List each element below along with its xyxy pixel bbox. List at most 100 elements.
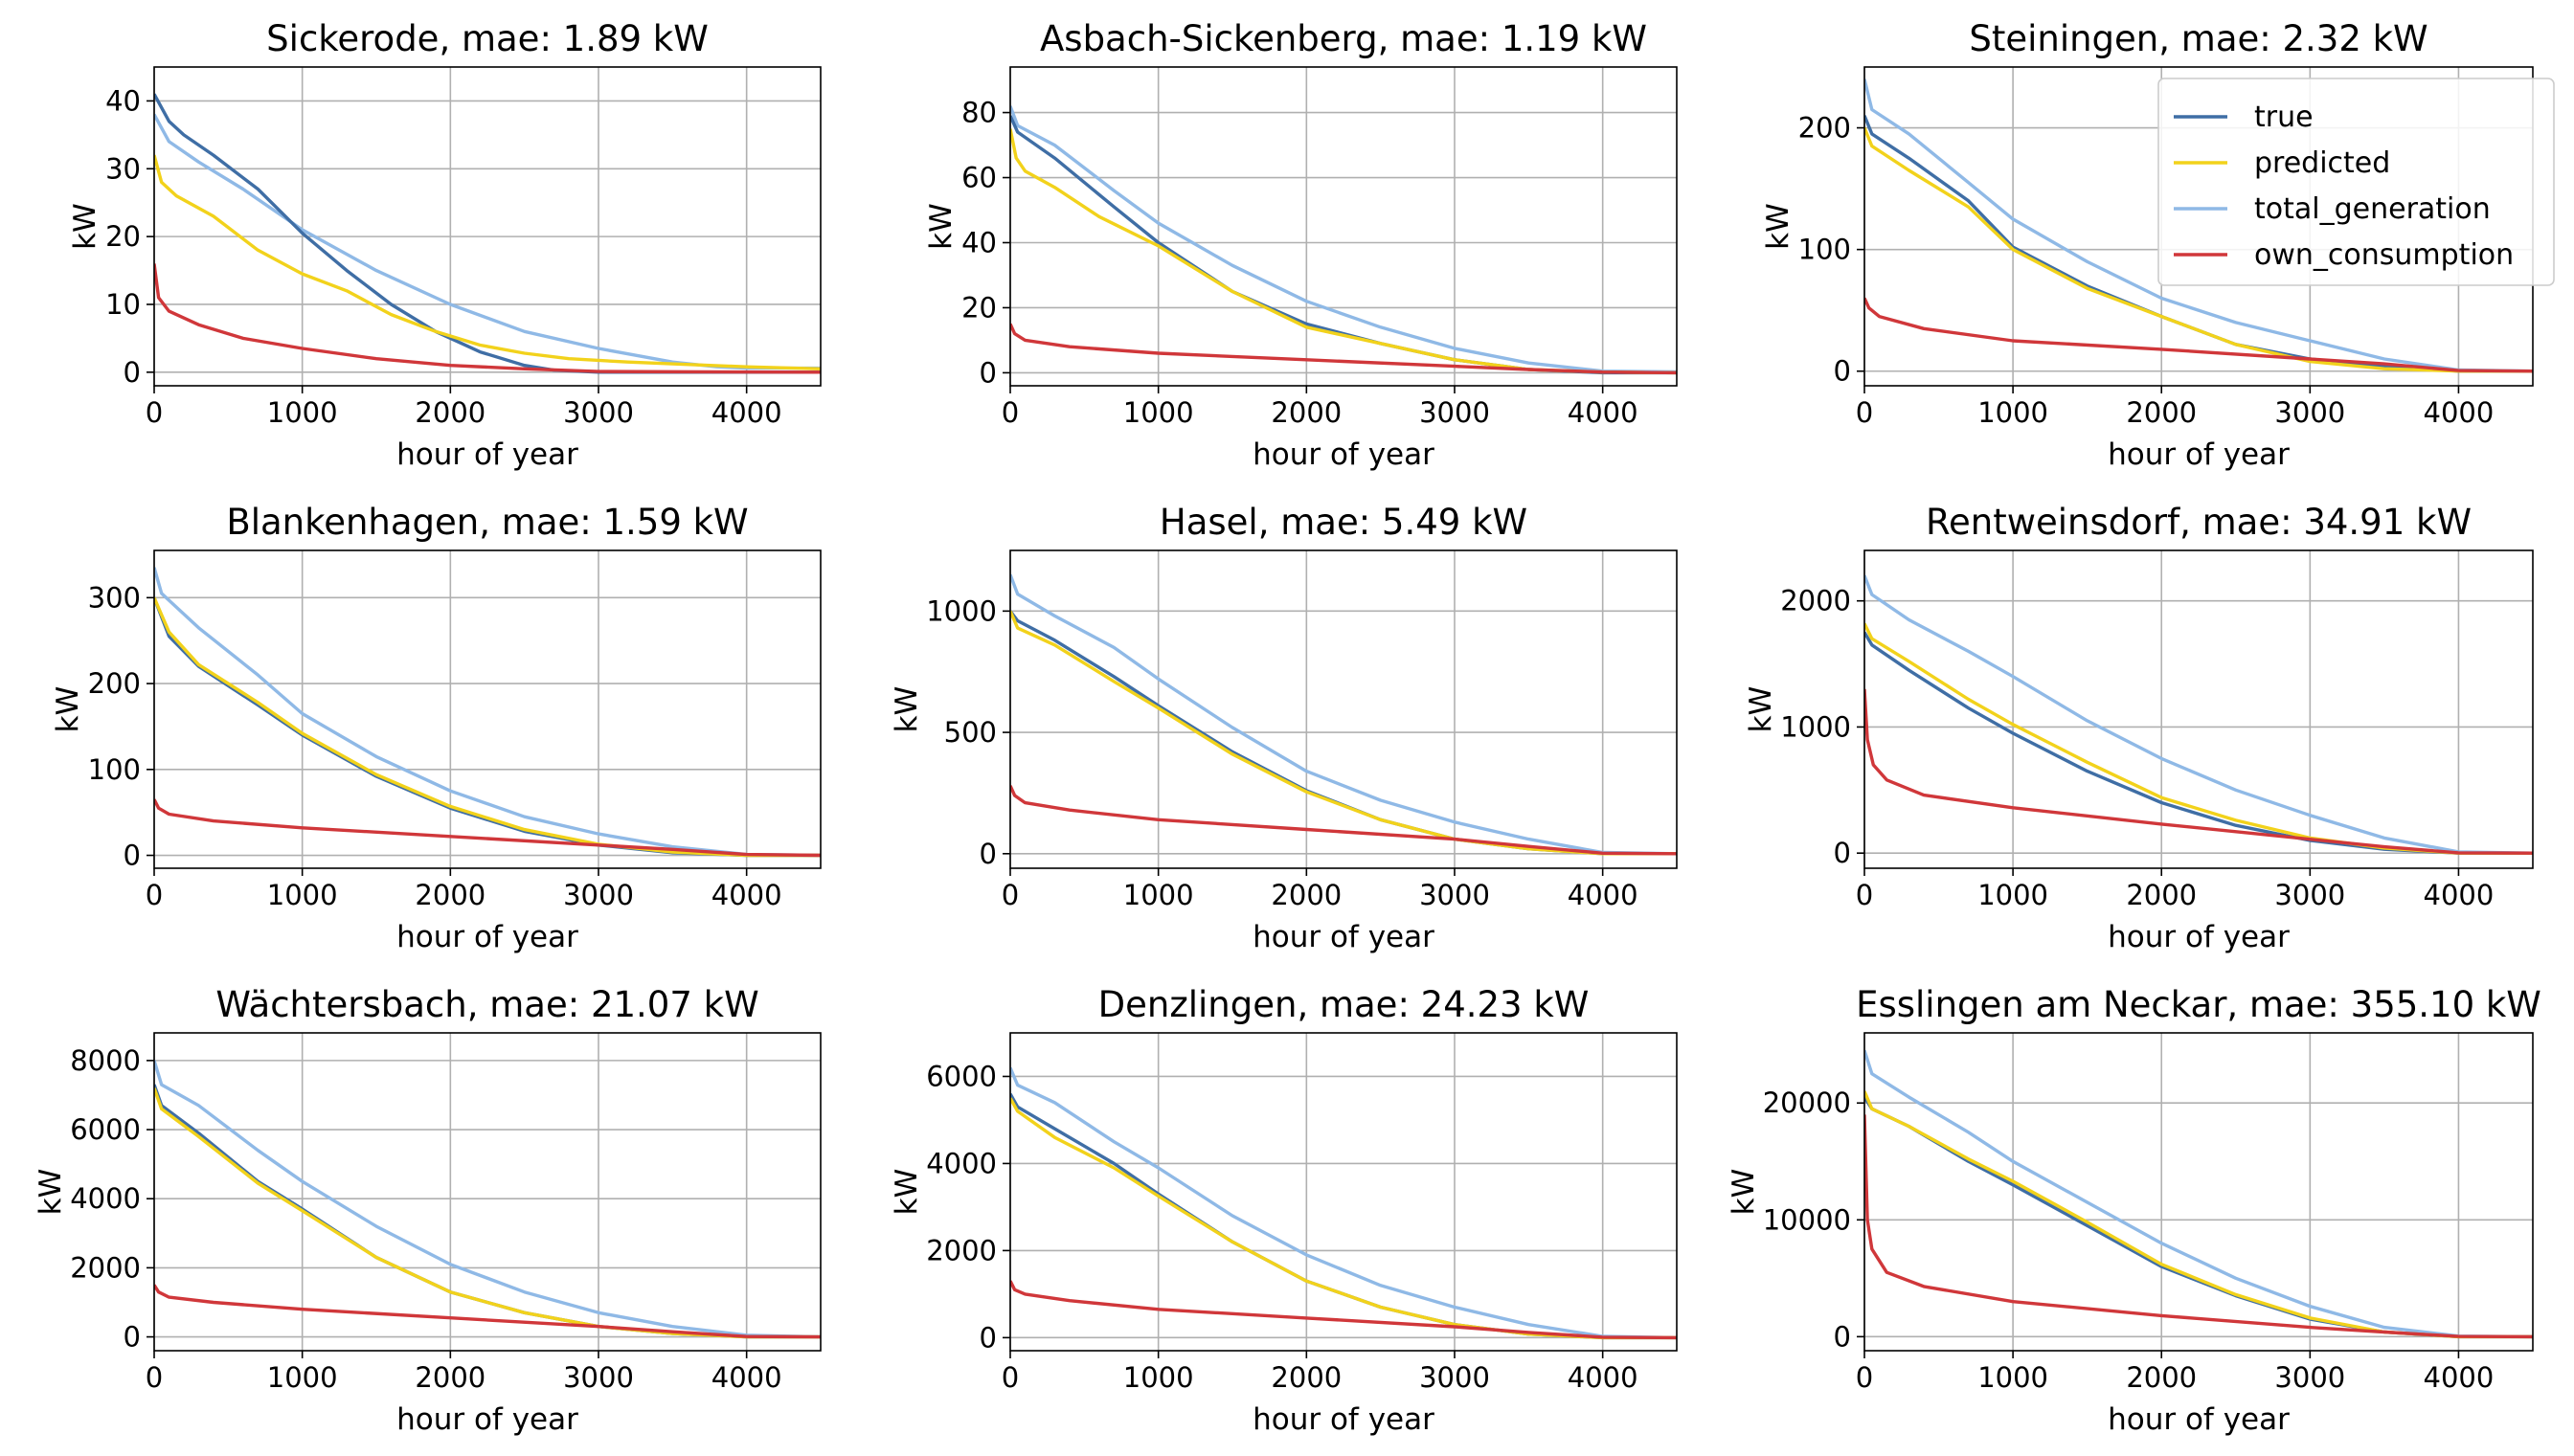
- axes-frame: [153, 1032, 822, 1352]
- series-line-total-generation: [1010, 573, 1677, 856]
- x-axis-label: hour of year: [1253, 1402, 1434, 1437]
- y-tick-label: 6000: [70, 1113, 141, 1146]
- x-tick-label: 0: [1002, 879, 1019, 911]
- y-tick-label: 30: [105, 152, 141, 185]
- x-tick-label: 2000: [415, 1361, 485, 1394]
- x-tick-label: 0: [1856, 396, 1873, 429]
- x-tick-label: 2000: [2126, 396, 2197, 429]
- grid: [1863, 1033, 2533, 1351]
- grid: [153, 67, 821, 386]
- chart-panel-8: 0 1000 2000 3000 4000 0 2000 4000 6000 Denzlingen…: [890, 984, 1678, 1437]
- y-tick-label: 2000: [1780, 585, 1851, 617]
- y-tick-label: 100: [1798, 234, 1851, 266]
- y-tick-label: 1000: [1780, 710, 1851, 743]
- x-tick-label: 4000: [711, 396, 782, 429]
- axes-frame: [1009, 1032, 1678, 1352]
- series-line-total-generation: [154, 567, 821, 858]
- y-tick-label: 2000: [70, 1251, 141, 1284]
- grid: [1009, 67, 1677, 386]
- chart-panel-7: 0 1000 2000 3000 4000 0 2000 4000 6000 8000 Wächte…: [34, 984, 822, 1437]
- axes-frame: [1863, 1032, 2534, 1352]
- y-tick-label: 40: [961, 226, 997, 258]
- y-tick-label: 10: [105, 288, 141, 321]
- y-tick-label: 0: [124, 356, 141, 389]
- x-tick-label: 4000: [711, 1361, 782, 1394]
- x-axis-label: hour of year: [2108, 437, 2290, 472]
- y-axis-label: kW: [890, 686, 924, 733]
- x-tick-label: 4000: [2424, 1361, 2495, 1394]
- chart-panel-9: 0 1000 2000 3000 4000 0 10000 20000 Esslingen am…: [1727, 984, 2541, 1437]
- y-axis-label: kW: [890, 1169, 924, 1216]
- x-axis-label: hour of year: [2108, 920, 2290, 954]
- x-axis-label: hour of year: [1253, 437, 1434, 472]
- series-line-true: [1864, 631, 2533, 855]
- x-tick-label: 0: [1856, 879, 1873, 911]
- chart-title: Esslingen am Neckar, mae: 355.10 kW: [1856, 984, 2541, 1025]
- x-tick-label: 0: [146, 879, 163, 911]
- x-tick-label: 3000: [2274, 1361, 2345, 1394]
- series-line-own-consumption: [154, 1284, 821, 1339]
- legend-box: [2157, 78, 2555, 286]
- series-line-total-generation: [1864, 574, 2533, 855]
- series-line-true: [154, 93, 821, 374]
- legend-entry-label: true: [2254, 101, 2314, 134]
- x-tick-label: 4000: [1568, 1361, 1638, 1394]
- x-tick-label: 1000: [267, 396, 338, 429]
- series-group: [154, 93, 821, 374]
- axes-frame: [153, 66, 822, 387]
- y-tick-label: 60: [961, 162, 997, 194]
- series-line-own-consumption: [1010, 323, 1677, 375]
- x-tick-label: 3000: [563, 879, 634, 911]
- grid: [1009, 1033, 1677, 1351]
- series-line-predicted: [1864, 1090, 2533, 1339]
- chart-title: Rentweinsdorf, mae: 34.91 kW: [1926, 502, 2472, 543]
- y-tick-label: 40: [105, 84, 141, 117]
- x-tick-label: 1000: [1123, 396, 1194, 429]
- y-tick-label: 200: [88, 667, 141, 700]
- y-tick-label: 100: [88, 753, 141, 786]
- y-tick-label: 300: [88, 581, 141, 614]
- series-group: [1010, 1066, 1677, 1340]
- legend-entry-label: own_consumption: [2254, 238, 2514, 272]
- x-tick-label: 1000: [1123, 1361, 1194, 1394]
- x-tick-label: 3000: [1419, 396, 1490, 429]
- x-tick-label: 0: [1856, 1361, 1873, 1394]
- x-tick-label: 4000: [711, 879, 782, 911]
- series-line-true: [154, 1084, 821, 1339]
- series-group: [1010, 105, 1677, 375]
- x-tick-label: 3000: [2274, 879, 2345, 911]
- axes-frame: [1863, 549, 2534, 869]
- x-tick-label: 2000: [2126, 1361, 2197, 1394]
- chart-panel-2: 0 1000 2000 3000 4000 0 20 40 60 80 Asbach-Sickenb…: [924, 18, 1678, 472]
- chart-title: Hasel, mae: 5.49 kW: [1160, 502, 1527, 543]
- x-axis-label: hour of year: [1253, 920, 1434, 954]
- y-tick-label: 20: [105, 220, 141, 253]
- series-line-own-consumption: [1864, 297, 2533, 373]
- series-line-own-consumption: [1864, 1114, 2533, 1339]
- y-tick-label: 4000: [926, 1147, 997, 1179]
- y-tick-label: 0: [980, 838, 997, 870]
- chart-title: Steiningen, mae: 2.32 kW: [1969, 18, 2427, 59]
- chart-title: Wächtersbach, mae: 21.07 kW: [215, 984, 758, 1025]
- chart-title: Denzlingen, mae: 24.23 kW: [1098, 984, 1590, 1025]
- x-axis-label: hour of year: [396, 437, 578, 472]
- x-tick-label: 2000: [415, 879, 485, 911]
- y-axis-label: kW: [1744, 686, 1778, 733]
- x-tick-label: 2000: [1271, 879, 1342, 911]
- y-axis-label: kW: [1761, 203, 1795, 250]
- chart-panel-6: 0 1000 2000 3000 4000 0 1000 2000 Rentweinsdorf,…: [1744, 502, 2534, 954]
- series-group: [1864, 574, 2533, 855]
- series-line-true: [1010, 1092, 1677, 1340]
- x-tick-label: 4000: [1568, 396, 1638, 429]
- series-line-total-generation: [1010, 1066, 1677, 1340]
- y-tick-label: 0: [1834, 355, 1851, 388]
- x-tick-label: 1000: [1977, 396, 2048, 429]
- chart-title: Sickerode, mae: 1.89 kW: [266, 18, 709, 59]
- chart-panel-4: 0 1000 2000 3000 4000 0 100 200 300 Blankenhagen,…: [51, 502, 822, 954]
- series-group: [1010, 573, 1677, 856]
- chart-panel-1: 0 1000 2000 3000 4000 0 10 20 30 40 Sickerode, mae…: [68, 18, 822, 472]
- series-group: [154, 1060, 821, 1339]
- grid: [1009, 550, 1677, 868]
- grid: [1863, 550, 2533, 868]
